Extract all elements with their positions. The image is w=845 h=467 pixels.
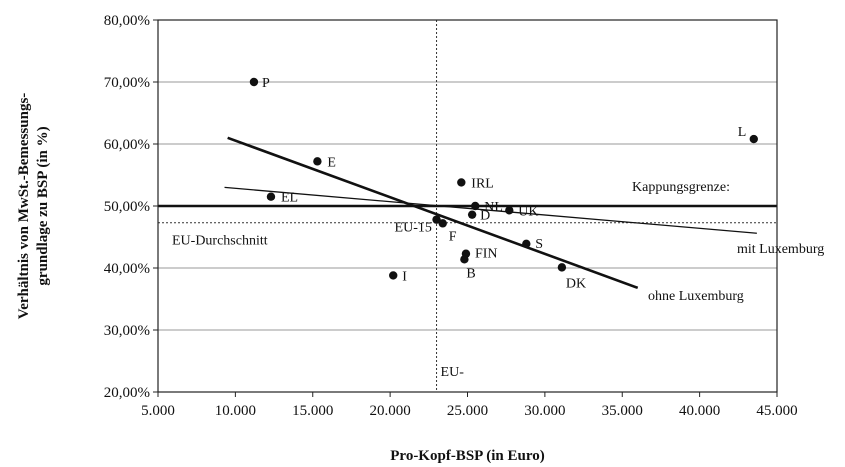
y-axis-label: Verhältnis von MwSt.-Bemessungs-grundlag…	[16, 93, 51, 320]
point-label: L	[738, 125, 747, 140]
point-label: F	[449, 229, 457, 244]
point-label: E	[327, 155, 336, 170]
point-label: D	[480, 209, 490, 224]
point-label: I	[402, 269, 407, 284]
trend-line	[227, 136, 639, 290]
axes: 20,00% 30,00% 40,00% 50,00% 60,00% 70,00% 80,0…	[16, 13, 798, 464]
y-axis-label-line: Verhältnis von MwSt.-Bemessungs-	[16, 93, 32, 320]
x-axis-label: Pro-Kopf-BSP (in Euro)	[390, 448, 544, 464]
x-tick-label: 5.000	[141, 403, 175, 419]
trend-label-ohne: ohne Luxemburg	[648, 289, 744, 304]
point-label: EU-15	[395, 221, 432, 236]
y-tick-label: 70,00%	[104, 75, 150, 91]
point-label: P	[262, 76, 270, 91]
x-tick-label: 30.000	[524, 403, 565, 419]
x-tick-label: 40.000	[679, 403, 720, 419]
y-tick-label: 80,00%	[104, 13, 150, 29]
x-tick-label: 35.000	[602, 403, 643, 419]
y-tick-label: 40,00%	[104, 261, 150, 277]
data-point	[389, 271, 398, 280]
reference-lines	[158, 20, 777, 392]
x-tick-label: 25.000	[447, 403, 488, 419]
x-tick-label: 45.000	[756, 403, 797, 419]
point-label: S	[535, 237, 543, 252]
data-point	[438, 219, 447, 228]
x-tick-label: 20.000	[370, 403, 411, 419]
y-axis-label-line: grundlage zu BSP (in %)	[35, 126, 51, 285]
data-point	[432, 215, 441, 224]
y-tick-label: 60,00%	[104, 137, 150, 153]
cap-label: Kappungsgrenze:	[632, 180, 730, 195]
point-label: IRL	[471, 176, 494, 191]
data-point	[457, 178, 466, 187]
data-point	[471, 201, 480, 211]
x-tick-label: 15.000	[292, 403, 333, 419]
y-tick-label: 30,00%	[104, 323, 150, 339]
point-label: B	[466, 266, 475, 281]
data-point	[505, 206, 514, 215]
data-point	[749, 134, 758, 144]
data-point	[266, 192, 276, 201]
trend-line	[224, 186, 757, 234]
data-points	[249, 77, 758, 280]
point-label: NL	[484, 200, 503, 215]
point-label: DK	[566, 276, 586, 291]
data-point	[522, 239, 531, 249]
point-label: FIN	[475, 247, 498, 262]
trend-label-mit: mit Luxemburg	[737, 242, 824, 257]
chart-labels: P E EL L IRL NLD UK EU-15 F FIN S B I DK EU-Durchschni…	[172, 76, 824, 380]
eu-average-label: EU-Durchschnitt	[172, 234, 268, 249]
data-point	[557, 263, 567, 272]
eu-vertical-label: EU-	[441, 365, 465, 380]
y-tick-label: 50,00%	[104, 199, 150, 215]
data-point	[313, 157, 322, 166]
data-point	[460, 255, 469, 264]
data-point	[467, 210, 477, 219]
x-tick-label: 10.000	[215, 403, 256, 419]
data-point	[249, 77, 259, 87]
trend-lines	[224, 136, 757, 290]
point-label: EL	[281, 191, 298, 206]
point-label: UK	[518, 204, 538, 219]
y-tick-label: 20,00%	[104, 385, 150, 401]
